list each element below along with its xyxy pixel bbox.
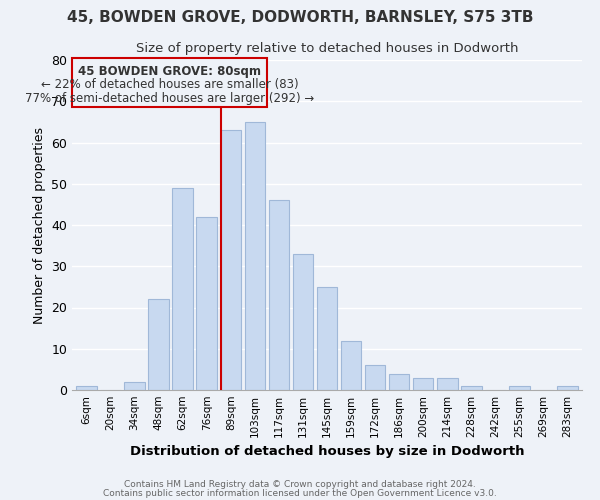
Bar xyxy=(148,299,169,390)
Text: 77% of semi-detached houses are larger (292) →: 77% of semi-detached houses are larger (… xyxy=(25,92,314,105)
Bar xyxy=(317,287,337,390)
Title: Size of property relative to detached houses in Dodworth: Size of property relative to detached ho… xyxy=(136,42,518,54)
Bar xyxy=(509,386,530,390)
Bar xyxy=(245,122,265,390)
Text: ← 22% of detached houses are smaller (83): ← 22% of detached houses are smaller (83… xyxy=(41,78,298,91)
Bar xyxy=(269,200,289,390)
Bar xyxy=(172,188,193,390)
Text: 45 BOWDEN GROVE: 80sqm: 45 BOWDEN GROVE: 80sqm xyxy=(78,64,261,78)
Bar xyxy=(124,382,145,390)
Text: Contains HM Land Registry data © Crown copyright and database right 2024.: Contains HM Land Registry data © Crown c… xyxy=(124,480,476,489)
Bar xyxy=(461,386,482,390)
Bar xyxy=(365,365,385,390)
Y-axis label: Number of detached properties: Number of detached properties xyxy=(32,126,46,324)
Bar xyxy=(413,378,433,390)
Bar xyxy=(196,217,217,390)
Text: Contains public sector information licensed under the Open Government Licence v3: Contains public sector information licen… xyxy=(103,490,497,498)
Bar xyxy=(221,130,241,390)
Bar xyxy=(293,254,313,390)
Bar xyxy=(557,386,578,390)
Bar xyxy=(76,386,97,390)
Bar xyxy=(389,374,409,390)
Text: 45, BOWDEN GROVE, DODWORTH, BARNSLEY, S75 3TB: 45, BOWDEN GROVE, DODWORTH, BARNSLEY, S7… xyxy=(67,10,533,25)
Bar xyxy=(341,340,361,390)
X-axis label: Distribution of detached houses by size in Dodworth: Distribution of detached houses by size … xyxy=(130,446,524,458)
Bar xyxy=(437,378,458,390)
FancyBboxPatch shape xyxy=(73,58,267,108)
